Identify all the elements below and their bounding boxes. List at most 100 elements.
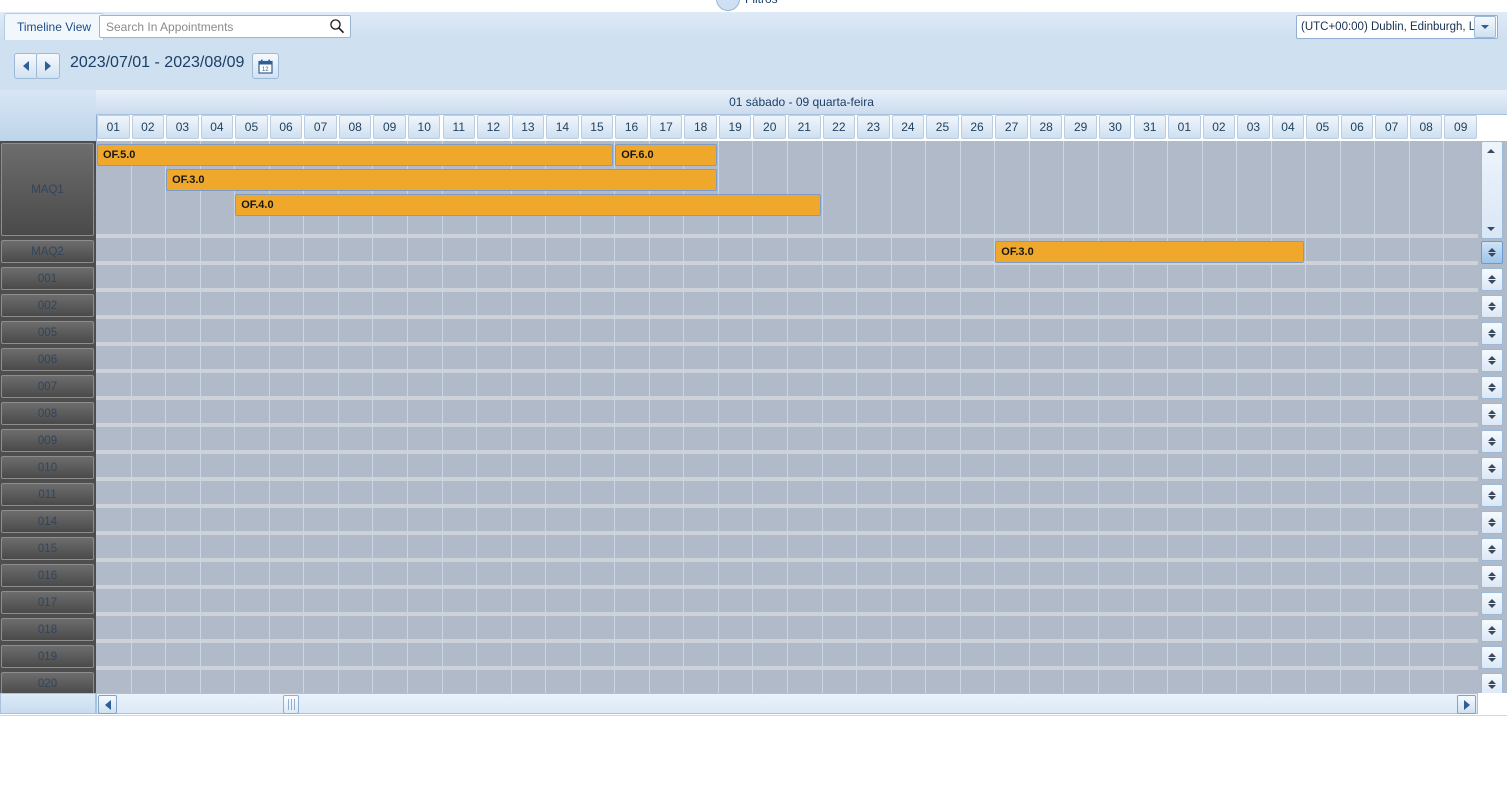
chevron-down-icon[interactable]	[1474, 16, 1496, 38]
resource-row-header[interactable]: 016	[1, 564, 94, 587]
row-spinner-007[interactable]	[1481, 376, 1503, 399]
prev-period-button[interactable]	[14, 53, 38, 79]
resource-row-header[interactable]: 010	[1, 456, 94, 479]
scheduler: 01 sábado - 09 quarta-feira 01 02 03 04 05 06…	[0, 90, 1507, 805]
resource-row-header[interactable]: MAQ2	[1, 240, 94, 263]
resource-row-header[interactable]: 017	[1, 591, 94, 614]
date-column-header[interactable]: 20	[753, 115, 786, 139]
search-icon[interactable]	[329, 18, 345, 34]
date-column-header[interactable]: 01	[1168, 115, 1201, 139]
date-column-header[interactable]: 27	[995, 115, 1028, 139]
date-column-header[interactable]: 07	[1375, 115, 1408, 139]
resource-row-header[interactable]: 015	[1, 537, 94, 560]
tab-timeline-view[interactable]: Timeline View	[4, 13, 105, 40]
appointment-bar[interactable]: OF.6.0	[615, 144, 717, 166]
triangle-down-icon[interactable]	[1482, 221, 1500, 237]
date-column-header[interactable]: 03	[166, 115, 199, 139]
date-column-header[interactable]: 29	[1064, 115, 1097, 139]
horizontal-scrollbar[interactable]	[96, 693, 1478, 714]
date-column-header[interactable]: 16	[615, 115, 648, 139]
row-spinner-018[interactable]	[1481, 619, 1503, 642]
date-column-header[interactable]: 05	[1306, 115, 1339, 139]
date-column-header[interactable]: 12	[477, 115, 510, 139]
calendar-picker-button[interactable]: 12	[252, 53, 279, 79]
appointment-bar[interactable]: OF.3.0	[166, 169, 717, 191]
resource-row-header[interactable]: 002	[1, 294, 94, 317]
scroll-right-button[interactable]	[1457, 695, 1476, 714]
date-column-header[interactable]: 03	[1237, 115, 1270, 139]
row-spinner-008[interactable]	[1481, 403, 1503, 426]
appointment-bar[interactable]: OF.4.0	[235, 194, 821, 216]
search-input[interactable]	[104, 18, 323, 36]
date-column-header[interactable]: 02	[1202, 115, 1236, 139]
resource-row-header[interactable]: 008	[1, 402, 94, 425]
row-spinner-006[interactable]	[1481, 349, 1503, 372]
date-column-header[interactable]: 14	[546, 115, 579, 139]
date-column-header[interactable]: 30	[1098, 115, 1132, 139]
appointment-bar[interactable]: OF.3.0	[995, 241, 1305, 263]
row-spinner-019[interactable]	[1481, 646, 1503, 669]
date-column-header[interactable]: 06	[269, 115, 303, 139]
row-spinner-009[interactable]	[1481, 430, 1503, 453]
row-spinner-017[interactable]	[1481, 592, 1503, 615]
resource-row-header[interactable]: 006	[1, 348, 94, 371]
date-column-header[interactable]: 18	[684, 115, 717, 139]
date-column-header[interactable]: 09	[1444, 115, 1477, 139]
date-column-header[interactable]: 08	[338, 115, 372, 139]
row-spinner-001[interactable]	[1481, 268, 1503, 291]
resource-row-header[interactable]: MAQ1	[1, 143, 94, 236]
row-spinner-016[interactable]	[1481, 565, 1503, 588]
row-spinner-005[interactable]	[1481, 322, 1503, 345]
date-column-header[interactable]: 05	[235, 115, 268, 139]
date-column-header[interactable]: 10	[407, 115, 441, 139]
row-spinner-014[interactable]	[1481, 511, 1503, 534]
resource-row-header[interactable]: 019	[1, 645, 94, 668]
row-spinner-011[interactable]	[1481, 484, 1503, 507]
resource-row-header[interactable]: 009	[1, 429, 94, 452]
resource-row-header[interactable]: 020	[1, 672, 94, 693]
timezone-select[interactable]: (UTC+00:00) Dublin, Edinburgh, Li	[1296, 15, 1498, 39]
date-column-header[interactable]: 15	[580, 115, 614, 139]
filtros-chip[interactable]: Filtros	[716, 0, 778, 12]
row-spinner-maq2[interactable]	[1481, 241, 1503, 264]
appointment-bar[interactable]: OF.5.0	[97, 144, 614, 166]
resource-row-header[interactable]: 011	[1, 483, 94, 506]
resource-row-header[interactable]: 018	[1, 618, 94, 641]
triangle-up-icon[interactable]	[1482, 143, 1500, 159]
grid-line	[718, 141, 719, 693]
date-column-header[interactable]: 24	[891, 115, 925, 139]
date-column-header[interactable]: 07	[304, 115, 337, 139]
date-column-header[interactable]: 25	[926, 115, 959, 139]
resource-row-header[interactable]: 007	[1, 375, 94, 398]
date-column-header[interactable]: 01	[97, 115, 130, 139]
grip-icon[interactable]	[283, 695, 299, 714]
timeline-grid[interactable]: OF.5.0 OF.6.0 OF.3.0 OF.4.0 OF.3.0	[96, 141, 1478, 693]
date-column-header[interactable]: 17	[649, 115, 683, 139]
grid-line	[1271, 141, 1272, 693]
date-column-header[interactable]: 26	[960, 115, 994, 139]
date-column-header[interactable]: 22	[822, 115, 856, 139]
row-spinner-015[interactable]	[1481, 538, 1503, 561]
resource-row-header[interactable]: 014	[1, 510, 94, 533]
date-column-header[interactable]: 21	[788, 115, 821, 139]
date-column-header[interactable]: 09	[373, 115, 406, 139]
date-column-header[interactable]: 04	[1271, 115, 1305, 139]
scroll-left-button[interactable]	[98, 695, 117, 714]
date-column-header[interactable]: 02	[131, 115, 165, 139]
vertical-scrollbar[interactable]	[1481, 141, 1503, 239]
date-column-header[interactable]: 04	[200, 115, 234, 139]
date-column-header[interactable]: 28	[1029, 115, 1063, 139]
resource-row-header[interactable]: 005	[1, 321, 94, 344]
search-box[interactable]	[99, 15, 351, 38]
next-period-button[interactable]	[36, 53, 60, 79]
date-column-header[interactable]: 23	[857, 115, 890, 139]
date-column-header[interactable]: 19	[718, 115, 752, 139]
date-column-header[interactable]: 08	[1409, 115, 1443, 139]
resource-row-header[interactable]: 001	[1, 267, 94, 290]
date-column-header[interactable]: 06	[1340, 115, 1374, 139]
row-spinner-010[interactable]	[1481, 457, 1503, 480]
date-column-header[interactable]: 31	[1133, 115, 1167, 139]
date-column-header[interactable]: 11	[442, 115, 476, 139]
date-column-header[interactable]: 13	[511, 115, 545, 139]
row-spinner-002[interactable]	[1481, 295, 1503, 318]
